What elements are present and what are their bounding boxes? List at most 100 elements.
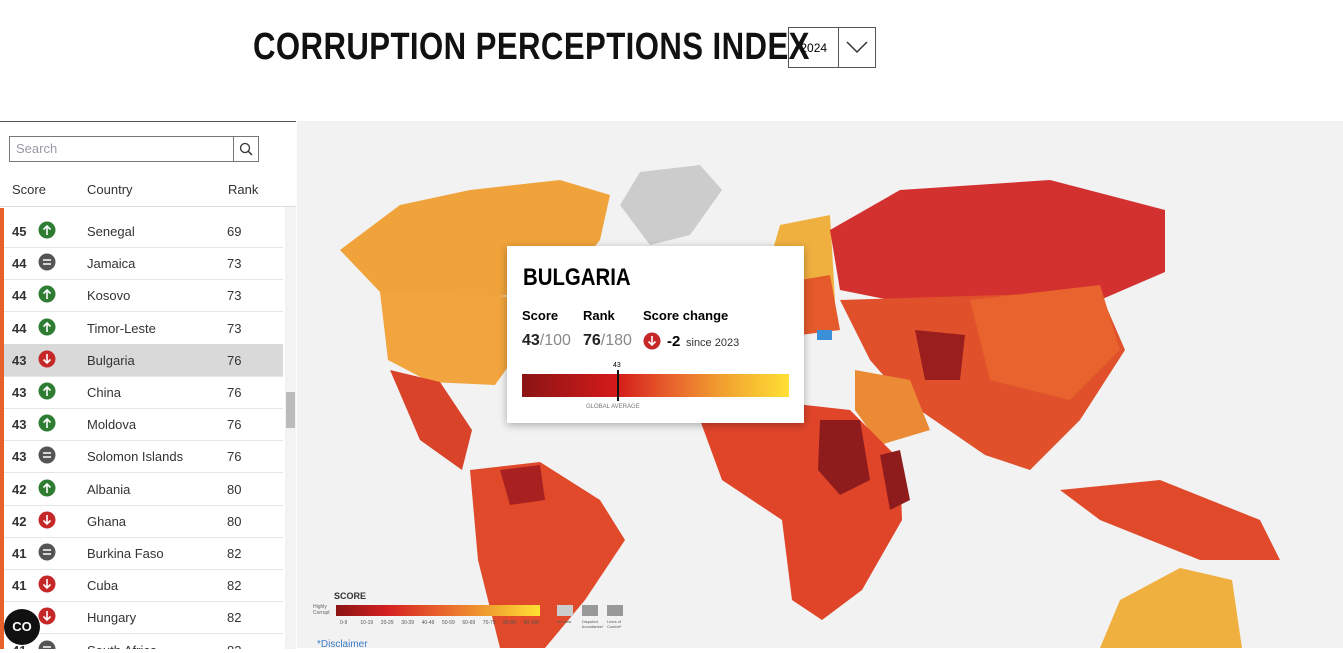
- score: 43: [12, 385, 27, 400]
- marker-label: 43: [613, 362, 621, 369]
- range-label: 20-29: [380, 620, 394, 626]
- search-button[interactable]: [233, 137, 258, 161]
- disclaimer-link[interactable]: *Disclaimer: [317, 639, 368, 650]
- legend-extras: No data Disputed boundaries* Lines of Cont…: [557, 605, 637, 635]
- score: 45: [12, 224, 27, 239]
- rank: 82: [227, 643, 241, 649]
- country-name: Burkina Faso: [87, 546, 164, 561]
- country-row[interactable]: 41 Burkina Faso 82: [4, 537, 283, 570]
- tooltip: BULGARIA Score Rank Score change 43/100 …: [507, 246, 804, 423]
- trend-icon: [38, 253, 56, 271]
- country-row[interactable]: 41 South Africa 82: [4, 634, 283, 649]
- legend-title: SCORE: [334, 591, 367, 601]
- country-row[interactable]: 41Hungary82: [4, 601, 283, 635]
- trend-icon: [38, 350, 56, 368]
- score: 43: [12, 449, 27, 465]
- score: 41: [12, 546, 27, 561]
- rank: 80: [227, 481, 242, 497]
- range-label: 0-9: [340, 620, 348, 626]
- country-row[interactable]: 42 Ghana 80: [4, 505, 283, 538]
- score-marker: [617, 370, 619, 401]
- country-name: Hungary: [87, 610, 137, 626]
- rank: 76: [227, 449, 242, 465]
- average-label: GLOBAL AVERAGE: [586, 404, 640, 410]
- search-input[interactable]: Search: [9, 136, 259, 162]
- tooltip-country: BULGARIA: [523, 264, 631, 291]
- legend-swatch: [607, 605, 623, 616]
- year: 2024: [789, 28, 840, 67]
- range-label: 60-69: [462, 620, 476, 626]
- country-row[interactable]: 41 Cuba 82: [4, 569, 283, 603]
- rank-max: /180: [600, 332, 632, 349]
- trend-icon: [38, 575, 56, 593]
- range-label: 80-89: [503, 620, 516, 626]
- legend-scale: [336, 605, 540, 616]
- country-name: Cuba: [87, 578, 119, 594]
- sidebar: Search Score Country Rank 45 Senegal 69 44 J…: [0, 121, 296, 649]
- country-name: Jamaica: [87, 256, 136, 272]
- range-label: 10-19: [360, 620, 374, 626]
- country-row[interactable]: 43 Solomon Islands 76: [4, 440, 283, 474]
- range-label: 90-100: [523, 620, 540, 626]
- score: 42: [12, 513, 27, 529]
- score: 43: [12, 352, 27, 368]
- trend-icon: [38, 318, 56, 336]
- rank: 76: [227, 417, 242, 433]
- change-label: Score change: [643, 308, 729, 323]
- legend-ranges: 0-9 10-19 20-29 30-39 40-49 50-59 60-69 70-79 80…: [336, 620, 540, 630]
- country-row[interactable]: 42 Albania 80: [4, 473, 283, 506]
- range-label: 50-59: [442, 620, 455, 626]
- rank: 69: [227, 224, 242, 239]
- dropdown-icon: [846, 41, 868, 54]
- scrollbar[interactable]: [285, 207, 296, 649]
- change-since: since 2023: [686, 337, 740, 349]
- column-header[interactable]: Country: [87, 182, 133, 197]
- rank: 73: [227, 288, 242, 304]
- range-label: 30-39: [401, 620, 414, 626]
- change-value: -2: [667, 333, 681, 350]
- rank: 73: [227, 320, 242, 336]
- rank: 82: [227, 578, 242, 594]
- country-list: 45 Senegal 69 44 Jamaica 73 44 Kosovo 73 44 Timor-…: [0, 215, 296, 649]
- rank: 82: [227, 610, 242, 626]
- divider: [0, 206, 296, 207]
- page-title: CORRUPTION PERCEPTIONS INDEX: [253, 26, 810, 68]
- search-placeholder: Search: [16, 141, 58, 156]
- country-name: Senegal: [87, 224, 135, 239]
- range-label: 70-79: [482, 620, 496, 626]
- score: 44: [12, 320, 27, 336]
- column-header[interactable]: Score: [12, 182, 46, 197]
- legend-swatch: [582, 605, 598, 616]
- cookie-badge[interactable]: CO: [4, 609, 40, 645]
- country-name: Ghana: [87, 513, 127, 529]
- year-select[interactable]: 2024: [788, 27, 876, 68]
- country-row[interactable]: 44 Kosovo 73: [4, 279, 283, 313]
- country-name: Moldova: [87, 417, 137, 433]
- column-header[interactable]: Rank: [228, 182, 259, 197]
- score-gradient: [522, 374, 789, 397]
- trend-icon: [38, 479, 56, 497]
- rank: 80: [227, 513, 242, 529]
- country-row[interactable]: 43 China 76: [4, 376, 283, 409]
- country-name: South Africa: [87, 643, 157, 649]
- country-row[interactable]: 43 Moldova 76: [4, 408, 283, 442]
- legend-extra-label: Lines of Control*: [607, 619, 622, 629]
- score-max: /100: [539, 332, 571, 349]
- country-row[interactable]: 43 Bulgaria 76: [4, 343, 283, 377]
- score-value: 43: [522, 332, 540, 349]
- trend-icon: [38, 640, 56, 649]
- country-row[interactable]: 44 Timor-Leste 73: [4, 312, 283, 345]
- change-icon: [643, 332, 661, 350]
- country-row[interactable]: 45 Senegal 69: [4, 215, 283, 248]
- legend-extra-label: Disputed boundaries*: [582, 619, 604, 629]
- legend-end-label: Highly Corrupt: [313, 604, 330, 616]
- country-row[interactable]: 44 Jamaica 73: [4, 247, 283, 281]
- trend-icon: [38, 446, 56, 464]
- country-name: Albania: [87, 481, 131, 497]
- trend-icon: [38, 607, 56, 625]
- trend-icon: [38, 511, 56, 529]
- map: SCORE Highly Corrupt 0-9 10-19 20-29 30-39 4…: [297, 121, 1343, 650]
- range-label: 40-49: [421, 620, 435, 626]
- rank: 76: [227, 352, 242, 368]
